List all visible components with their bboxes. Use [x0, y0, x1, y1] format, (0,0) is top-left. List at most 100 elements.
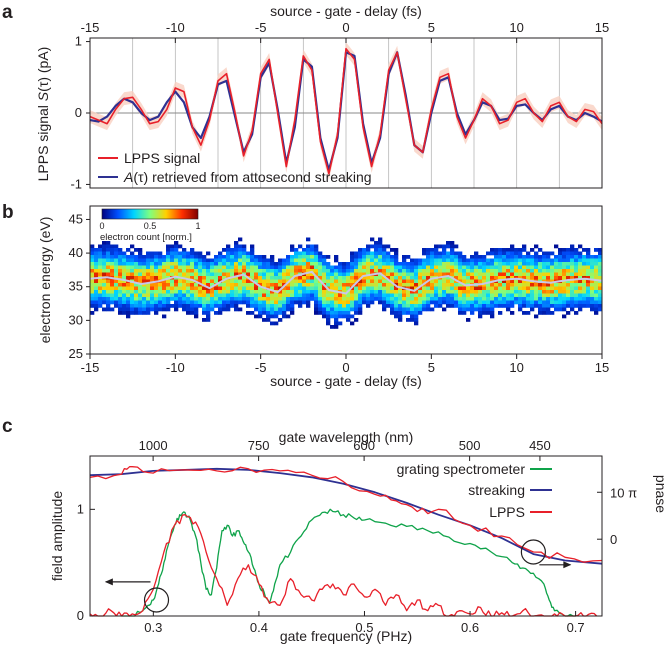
- heatmap-cell: [506, 283, 511, 287]
- heatmap-cell: [386, 293, 391, 298]
- heatmap-cell: [206, 251, 211, 256]
- heatmap-cell: [466, 290, 471, 294]
- heatmap-cell: [554, 258, 559, 263]
- heatmap-cell: [242, 248, 247, 252]
- heatmap-cell: [166, 297, 171, 301]
- heatmap-cell: [102, 244, 107, 249]
- heatmap-cell: [226, 269, 231, 273]
- heatmap-cell: [234, 307, 239, 312]
- heatmap-cell: [562, 307, 567, 312]
- heatmap-cell: [398, 276, 403, 280]
- heatmap-cell: [466, 276, 471, 280]
- panel-c-legend: grating spectrometer streaking LPPS: [397, 461, 552, 520]
- heatmap-cell: [582, 304, 587, 308]
- heatmap-cell: [318, 297, 323, 301]
- heatmap-cell: [530, 262, 535, 266]
- heatmap-cell: [130, 276, 135, 280]
- heatmap-cell: [110, 248, 115, 252]
- heatmap-cell: [434, 272, 439, 277]
- heatmap-cell: [490, 265, 495, 270]
- heatmap-cell: [310, 293, 315, 298]
- heatmap-cell: [450, 248, 455, 252]
- heatmap-cell: [134, 255, 139, 259]
- heatmap-cell: [478, 290, 483, 294]
- heatmap-cell: [146, 279, 151, 284]
- heatmap-cell: [386, 276, 391, 280]
- heatmap-cell: [118, 255, 123, 259]
- heatmap-cell: [110, 279, 115, 284]
- heatmap-cell: [326, 276, 331, 280]
- heatmap-cell: [350, 297, 355, 301]
- heatmap-cell: [386, 251, 391, 256]
- heatmap-cell: [138, 255, 143, 259]
- heatmap-cell: [514, 272, 519, 277]
- heatmap-cell: [274, 269, 279, 273]
- heatmap-cell: [282, 276, 287, 280]
- heatmap-cell: [266, 258, 271, 263]
- heatmap-cell: [306, 237, 311, 242]
- heatmap-cell: [154, 276, 159, 280]
- heatmap-cell: [558, 272, 563, 277]
- heatmap-cell: [470, 297, 475, 301]
- heatmap-cell: [282, 307, 287, 312]
- heatmap-cell: [506, 265, 511, 270]
- heatmap-cell: [314, 255, 319, 259]
- heatmap-cell: [202, 311, 207, 315]
- heatmap-cell: [482, 286, 487, 291]
- heatmap-cell: [358, 307, 363, 312]
- heatmap-cell: [590, 255, 595, 259]
- heatmap-cell: [130, 244, 135, 249]
- heatmap-cell: [534, 293, 539, 298]
- heatmap-cell: [478, 307, 483, 312]
- heatmap-cell: [514, 297, 519, 301]
- heatmap-cell: [270, 307, 275, 312]
- heatmap-cell: [314, 262, 319, 266]
- panel-c-xtick-label: 0.4: [250, 620, 268, 635]
- heatmap-cell: [158, 307, 163, 312]
- heatmap-cell: [326, 307, 331, 312]
- heatmap-cell: [174, 283, 179, 287]
- heatmap-cell: [226, 290, 231, 294]
- heatmap-cell: [162, 258, 167, 263]
- heatmap-cell: [222, 297, 227, 301]
- heatmap-cell: [498, 269, 503, 273]
- heatmap-cell: [290, 244, 295, 249]
- heatmap-cell: [202, 318, 207, 322]
- heatmap-cell: [422, 307, 427, 312]
- heatmap-cell: [126, 272, 131, 277]
- heatmap-cell: [578, 269, 583, 273]
- heatmap-cell: [558, 297, 563, 301]
- series-line-lpps-phase: [89, 466, 603, 563]
- heatmap-cell: [322, 307, 327, 312]
- heatmap-cell: [574, 286, 579, 291]
- heatmap-cell: [534, 244, 539, 249]
- heatmap-cell: [574, 293, 579, 298]
- panel-b-xlabel: source - gate - delay (fs): [270, 373, 422, 389]
- heatmap-cell: [454, 272, 459, 277]
- heatmap-cell: [234, 244, 239, 249]
- heatmap-cell: [566, 290, 571, 294]
- heatmap-cell: [142, 255, 147, 259]
- heatmap-cell: [262, 307, 267, 312]
- heatmap-cell: [230, 265, 235, 270]
- heatmap-cell: [166, 265, 171, 270]
- heatmap-cell: [370, 258, 375, 263]
- heatmap-cell: [526, 265, 531, 270]
- heatmap-cell: [238, 248, 243, 252]
- heatmap-cell: [146, 265, 151, 270]
- heatmap-cell: [366, 262, 371, 266]
- heatmap-cell: [134, 286, 139, 291]
- heatmap-cell: [166, 248, 171, 252]
- heatmap-cell: [358, 304, 363, 308]
- heatmap-cell: [526, 293, 531, 298]
- heatmap-cell: [482, 307, 487, 312]
- heatmap-cell: [358, 283, 363, 287]
- heatmap-cell: [130, 293, 135, 298]
- heatmap-cell: [306, 255, 311, 259]
- heatmap-cell: [186, 251, 191, 256]
- heatmap-cell: [370, 276, 375, 280]
- heatmap-cell: [322, 262, 327, 266]
- heatmap-cell: [530, 248, 535, 252]
- heatmap-cell: [314, 279, 319, 284]
- panel-a-ytick-label: 1: [75, 34, 82, 49]
